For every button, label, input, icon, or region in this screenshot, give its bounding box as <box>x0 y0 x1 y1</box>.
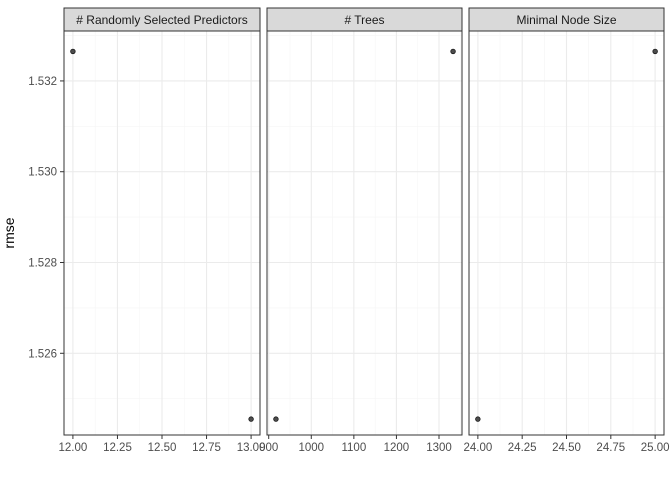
x-tick-label: 24.25 <box>508 442 537 454</box>
x-tick-label: 12.00 <box>59 442 88 454</box>
data-point <box>652 48 658 55</box>
facet-strip-label: Minimal Node Size <box>516 13 616 27</box>
x-tick-label: 1000 <box>298 442 324 454</box>
x-tick-label: 13.00 <box>237 442 266 454</box>
x-tick-label: 12.25 <box>103 442 132 454</box>
x-tick-label: 1200 <box>384 442 410 454</box>
panel-1: # Randomly Selected Predictors 12.00 12.25… <box>59 7 266 454</box>
panel-border <box>266 30 463 436</box>
y-tick-label: 1.526 <box>28 348 57 360</box>
y-tick-label: 1.530 <box>28 167 57 179</box>
x-tick-label: 900 <box>259 442 278 454</box>
data-point <box>475 416 481 422</box>
x-tick-label: 24.50 <box>552 442 581 454</box>
panel-2: # Trees 900 1000 1100 1200 1300 <box>259 7 463 454</box>
y-axis-title: rmse <box>1 217 17 248</box>
x-tick-label: 1300 <box>426 442 452 454</box>
x-tick-label: 25.00 <box>641 442 670 454</box>
y-tick-label: 1.532 <box>28 76 57 88</box>
y-axis: 1.526 1.528 1.530 1.532 <box>28 76 64 360</box>
data-point <box>450 48 456 55</box>
x-tick-label: 1100 <box>341 442 366 454</box>
x-tick-label: 24.00 <box>463 442 492 454</box>
facet-strip-label: # Trees <box>344 13 384 27</box>
data-point <box>273 416 279 422</box>
x-tick-label: 12.75 <box>192 442 221 454</box>
panel-3: Minimal Node Size 24.00 24.25 24.50 24.75 25.… <box>463 7 670 454</box>
y-tick-label: 1.528 <box>28 258 57 270</box>
data-point <box>248 416 254 422</box>
data-point <box>70 48 76 55</box>
x-tick-label: 24.75 <box>596 442 625 454</box>
panel-background <box>267 31 462 435</box>
facet-strip-label: # Randomly Selected Predictors <box>76 13 247 27</box>
panels: # Randomly Selected Predictors 12.00 12.25… <box>59 7 670 454</box>
x-tick-label: 12.50 <box>148 442 177 454</box>
